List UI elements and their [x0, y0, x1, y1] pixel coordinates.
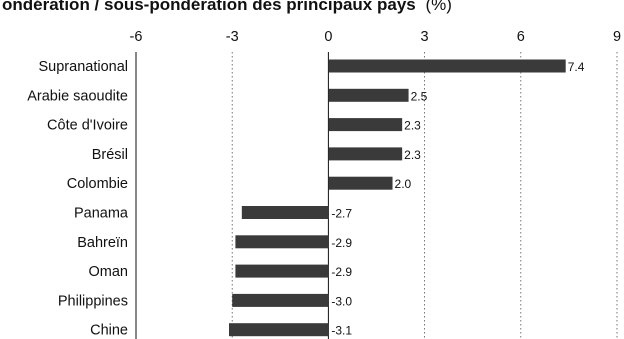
- bar: [228, 323, 329, 337]
- value-label: -2.9: [331, 236, 352, 250]
- category-label: Supranational: [39, 59, 129, 75]
- bar: [328, 176, 393, 190]
- bars: [228, 59, 566, 337]
- category-label: Côte d'Ivoire: [47, 118, 128, 134]
- category-labels: Supranational Arabie saoudite Côte d'Ivoir…: [27, 59, 129, 339]
- chart-title: ondération / sous-pondération des princi…: [2, 0, 452, 14]
- bar: [235, 264, 329, 278]
- category-label: Panama: [74, 206, 129, 222]
- bar: [328, 59, 566, 73]
- x-tick-label: -3: [226, 29, 239, 45]
- x-tick-label: 3: [421, 29, 429, 45]
- value-label: -3.1: [331, 324, 352, 338]
- value-label: -3.0: [331, 294, 352, 308]
- x-tick-label: 9: [613, 29, 621, 45]
- category-label: Philippines: [58, 293, 128, 309]
- bar: [328, 147, 403, 161]
- value-label: -2.9: [331, 265, 352, 279]
- value-label: 2.0: [395, 177, 412, 191]
- category-label: Oman: [89, 264, 129, 280]
- bar: [328, 88, 409, 102]
- bar: [241, 206, 329, 219]
- x-tick-labels: -6 -3 0 3 6 9: [130, 29, 621, 45]
- chart-title-main: ondération / sous-pondération des princi…: [2, 0, 416, 14]
- bar: [232, 293, 329, 307]
- x-tick-label: 6: [517, 29, 525, 45]
- x-tick-label: -6: [130, 29, 143, 45]
- value-label: 2.5: [411, 89, 428, 103]
- value-labels: 7.4 2.5 2.3 2.3 2.0 -2.7 -2.9 -2.9 -3.0 -3.1: [331, 60, 584, 338]
- bar: [328, 118, 403, 132]
- category-label: Arabie saoudite: [27, 88, 128, 104]
- value-label: 7.4: [568, 60, 585, 74]
- value-label: 2.3: [404, 119, 421, 133]
- category-label: Colombie: [67, 176, 128, 192]
- category-label: Brésil: [92, 147, 128, 163]
- x-tick-label: 0: [324, 29, 332, 45]
- chart-title-unit: (%): [425, 0, 451, 14]
- category-label: Bahreïn: [77, 235, 128, 251]
- value-label: 2.3: [404, 148, 421, 162]
- category-label: Chine: [90, 323, 128, 339]
- bar: [235, 235, 329, 249]
- value-label: -2.7: [331, 207, 352, 221]
